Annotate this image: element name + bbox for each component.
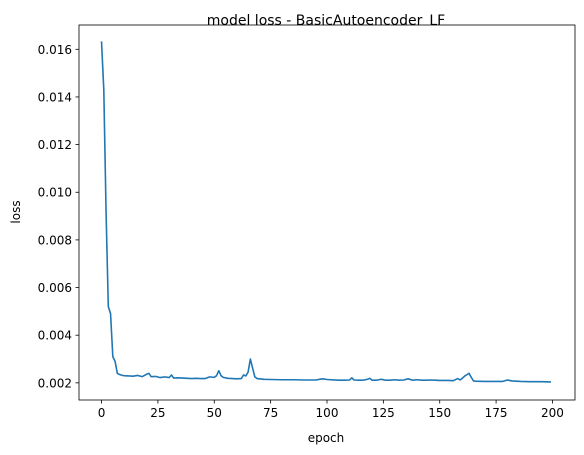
y-tick-label: 0.002 [38,376,72,390]
x-tick-label: 150 [428,406,451,420]
y-axis-label: loss [9,200,23,223]
x-tick-label: 50 [207,406,222,420]
y-tick-label: 0.006 [38,281,72,295]
x-tick-label: 100 [316,406,339,420]
loss-series-line [100,41,552,383]
x-tick-label: 125 [372,406,395,420]
plot-background [79,25,575,400]
x-axis-label: epoch [308,431,345,445]
y-tick-label: 0.012 [38,138,72,152]
x-axis-ticks: 0 25 50 75 100 125 150 175 200 [98,400,564,420]
x-tick-label: 75 [263,406,278,420]
y-tick-label: 0.010 [38,186,72,200]
x-tick-label: 200 [541,406,564,420]
y-tick-label: 0.014 [38,90,72,104]
plot-area [78,24,576,401]
x-tick-label: 25 [150,406,165,420]
x-tick-label: 0 [98,406,106,420]
x-tick-label: 175 [485,406,508,420]
y-axis-ticks: 0.002 0.004 0.006 0.008 0.010 0.012 0.014 0.016 [38,43,79,390]
y-tick-label: 0.004 [38,329,72,343]
y-tick-label: 0.008 [38,233,72,247]
series-layer [100,41,552,383]
y-tick-label: 0.016 [38,43,72,57]
